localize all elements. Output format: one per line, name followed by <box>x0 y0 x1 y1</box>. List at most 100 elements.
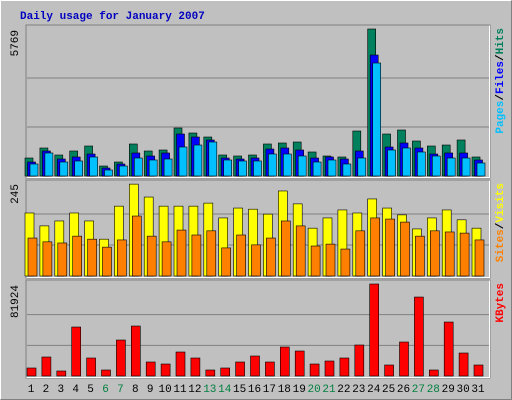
bar <box>146 235 157 277</box>
bar <box>357 157 367 177</box>
legend: Sites/Visits <box>495 183 507 262</box>
bar <box>327 159 337 177</box>
bar <box>268 153 277 177</box>
x-tick-label: 3 <box>57 384 64 396</box>
x-tick-label: 11 <box>173 384 187 396</box>
bar <box>369 283 380 377</box>
bar <box>265 361 275 377</box>
x-tick-label: 22 <box>337 384 350 396</box>
bar <box>354 344 365 377</box>
bar <box>116 339 126 377</box>
x-tick-label: 7 <box>117 384 124 396</box>
bar <box>145 361 156 377</box>
bar <box>279 346 290 377</box>
x-tick-label: 8 <box>132 384 139 396</box>
legend: Pages/Files/Hits <box>495 28 507 134</box>
bar <box>163 158 173 177</box>
bar <box>42 241 53 277</box>
legend-entry: KBytes <box>495 283 507 323</box>
bar <box>223 159 232 177</box>
bar <box>44 152 54 177</box>
y-tick-label: 81924 <box>10 285 22 318</box>
bar <box>280 220 291 277</box>
bar <box>340 248 351 277</box>
bar <box>415 235 425 277</box>
x-tick-label: 28 <box>427 384 440 396</box>
bar <box>402 147 411 177</box>
bar <box>461 157 471 177</box>
bar <box>297 155 307 177</box>
x-tick-label: 14 <box>218 384 232 396</box>
legend-entry: Visits <box>495 183 507 223</box>
x-tick-label: 18 <box>278 384 291 396</box>
bar <box>74 160 83 177</box>
x-tick-label: 1 <box>28 384 35 396</box>
bar <box>459 232 470 277</box>
bar <box>355 230 366 277</box>
bar <box>476 162 486 177</box>
legend-separator: / <box>495 222 507 229</box>
bar <box>400 221 410 277</box>
plot-bevel <box>26 180 490 278</box>
bar <box>235 361 245 377</box>
bar <box>473 364 484 377</box>
plot-bevel <box>26 280 490 378</box>
bar <box>384 364 394 377</box>
x-tick-label: 16 <box>248 384 261 396</box>
bar <box>190 357 201 377</box>
legend: KBytes <box>495 283 507 323</box>
bar <box>160 363 171 377</box>
x-tick-label: 2 <box>43 384 50 396</box>
bar <box>205 369 216 377</box>
bar <box>72 235 82 277</box>
x-tick-label: 12 <box>188 384 201 396</box>
bar <box>86 357 96 377</box>
bar <box>161 241 172 277</box>
bar <box>148 159 158 177</box>
bar <box>193 144 203 177</box>
bar <box>131 325 141 377</box>
x-tick-label: 10 <box>158 384 171 396</box>
bar <box>312 161 322 177</box>
bar <box>339 357 350 377</box>
x-tick-label: 15 <box>233 384 246 396</box>
legend-separator: / <box>495 94 507 101</box>
bar <box>474 239 485 277</box>
x-tick-label: 6 <box>102 384 109 396</box>
legend-entry: Sites <box>495 229 507 262</box>
bar <box>206 230 217 277</box>
bar <box>117 239 127 277</box>
bar <box>221 247 231 277</box>
bar <box>208 141 218 177</box>
x-tick-label: 29 <box>442 384 455 396</box>
bar <box>370 217 381 277</box>
x-tick-label: 21 <box>322 384 336 396</box>
x-tick-label: 13 <box>203 384 216 396</box>
bar <box>385 218 395 277</box>
x-tick-label: 17 <box>263 384 276 396</box>
bar <box>89 156 98 177</box>
x-tick-label: 27 <box>412 384 425 396</box>
x-tick-label: 5 <box>87 384 94 396</box>
bar <box>191 234 202 277</box>
x-tick-label: 20 <box>307 384 320 396</box>
bar <box>309 363 320 377</box>
legend-separator: / <box>495 54 507 61</box>
bar <box>428 369 439 377</box>
bar <box>27 237 38 277</box>
chart-title: Daily usage for January 2007 <box>20 11 205 23</box>
bar <box>342 163 352 177</box>
bar <box>372 62 382 177</box>
bar <box>417 151 426 177</box>
legend-entry: Pages <box>495 101 507 134</box>
bar <box>101 369 111 377</box>
bar <box>238 160 247 177</box>
bar <box>59 161 69 177</box>
bar <box>57 242 68 277</box>
x-tick-label: 23 <box>352 384 365 396</box>
bar <box>253 160 262 177</box>
x-tick-label: 4 <box>72 384 79 396</box>
bar <box>266 237 276 277</box>
bar <box>134 157 143 177</box>
